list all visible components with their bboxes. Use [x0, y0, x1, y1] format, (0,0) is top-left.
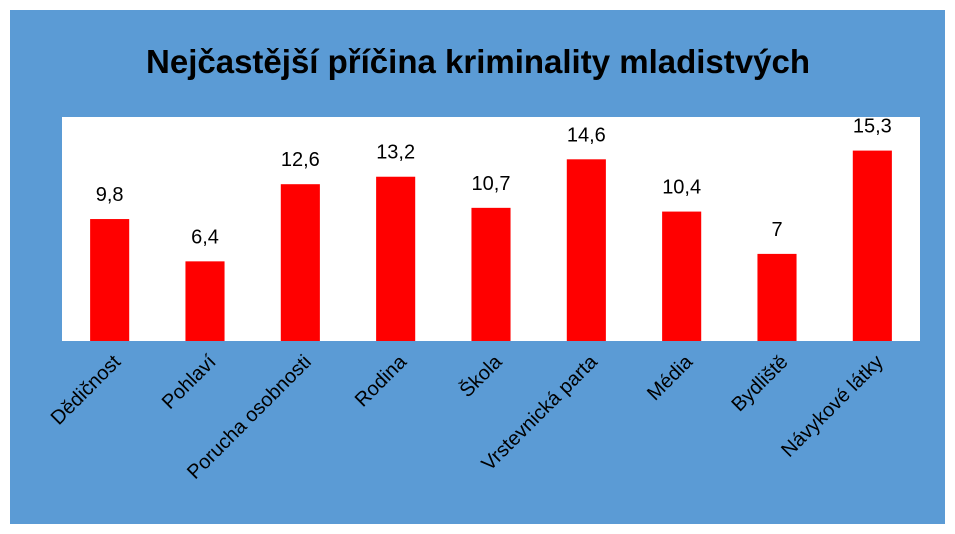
data-label: 7: [771, 219, 782, 241]
bar: [662, 211, 702, 341]
bar: [376, 176, 416, 341]
data-label: 15,3: [853, 116, 892, 138]
bar: [471, 207, 511, 341]
data-label: 10,4: [662, 177, 701, 199]
bar: [852, 150, 892, 341]
data-label: 13,2: [376, 142, 415, 164]
data-label: 10,7: [472, 173, 511, 195]
data-label: 12,6: [281, 149, 320, 171]
data-label: 6,4: [191, 226, 219, 248]
bar: [757, 253, 797, 341]
data-label: 9,8: [96, 184, 124, 206]
chart-title: Nejčastější příčina kriminality mladistv…: [146, 43, 810, 80]
bar: [185, 261, 225, 341]
bar: [566, 159, 606, 341]
data-label: 14,6: [567, 124, 606, 146]
bar: [280, 184, 320, 341]
bar: [90, 219, 130, 341]
